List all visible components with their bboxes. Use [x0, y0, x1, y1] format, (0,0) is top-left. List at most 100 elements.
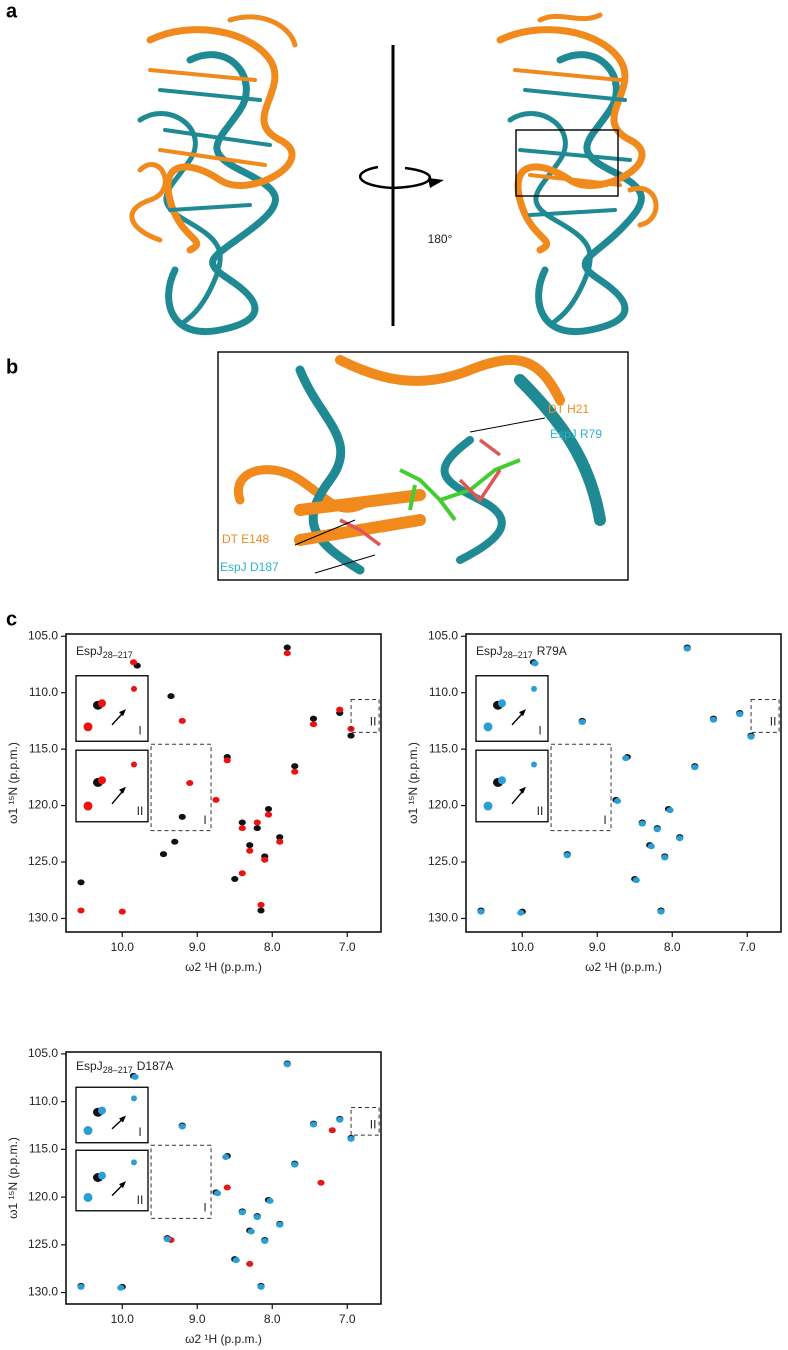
- peak: [347, 1135, 355, 1142]
- y-tick-label: 130.0: [28, 1285, 58, 1299]
- inset-arrowhead: [519, 709, 526, 717]
- inset-blob: [83, 722, 93, 732]
- peak: [247, 1228, 255, 1235]
- peak: [238, 819, 246, 826]
- y-tick-label: 115.0: [29, 741, 58, 755]
- protein-structure-part: [496, 26, 646, 254]
- peak: [347, 732, 355, 739]
- inset-label: I: [138, 1125, 141, 1139]
- chart-title: EspJ28–217: [76, 644, 133, 660]
- y-tick-label: 130.0: [28, 911, 58, 925]
- inset-label: I: [538, 723, 541, 737]
- peak: [129, 659, 138, 666]
- peak: [246, 1260, 254, 1267]
- peak: [257, 907, 265, 914]
- peak: [309, 721, 318, 728]
- y-tick-label: 105.0: [28, 628, 58, 642]
- panel-label: b: [6, 356, 18, 378]
- active-site-view-part: [335, 355, 565, 405]
- inset-blob: [498, 776, 506, 785]
- peak: [77, 1283, 85, 1290]
- chart-title: EspJ28–217 R79A: [476, 644, 567, 660]
- y-axis-label: ω1 ¹⁵N (p.p.m.): [6, 742, 20, 824]
- title-main: EspJ: [476, 644, 503, 658]
- peak: [309, 1121, 318, 1128]
- x-tick-label: 7.0: [739, 940, 756, 954]
- protein-structure-part: [537, 12, 659, 228]
- peak: [632, 877, 640, 884]
- peak: [647, 843, 655, 850]
- inset-arrowhead: [119, 1181, 126, 1189]
- inset-label: II: [137, 804, 144, 818]
- peak: [276, 834, 284, 841]
- peak: [264, 805, 273, 812]
- active-site-view-part: [294, 519, 356, 546]
- peak: [283, 1061, 291, 1068]
- inset-blob: [131, 761, 137, 768]
- peak: [328, 1127, 336, 1134]
- y-tick-label: 120.0: [428, 798, 458, 812]
- protein-structure-part: [428, 178, 444, 188]
- inset: [75, 675, 149, 742]
- x-tick-label: 7.0: [339, 940, 356, 954]
- y-tick-label: 105.0: [28, 1046, 58, 1060]
- peak: [131, 1073, 139, 1080]
- y-tick-label: 125.0: [28, 1237, 58, 1251]
- peak: [238, 870, 246, 877]
- peak: [736, 711, 744, 718]
- peak: [291, 763, 299, 770]
- y-tick-label: 120.0: [28, 1189, 58, 1203]
- peak: [212, 796, 220, 803]
- peak: [336, 706, 344, 713]
- x-tick-label: 8.0: [264, 940, 281, 954]
- y-tick-label: 110.0: [429, 685, 458, 699]
- region-label: II: [370, 1117, 377, 1131]
- y-tick-label: 125.0: [428, 854, 458, 868]
- protein-structure-part: [158, 88, 272, 212]
- inset-arrowhead: [519, 786, 526, 794]
- inset-blob: [98, 699, 106, 708]
- y-tick-label: 110.0: [29, 685, 58, 699]
- peak: [336, 1116, 344, 1123]
- peak: [231, 875, 239, 882]
- peak: [159, 851, 168, 858]
- peak: [563, 852, 571, 859]
- inset-arrowhead: [119, 709, 126, 717]
- active-site-view-part: [217, 351, 629, 581]
- protein-structure-part: [507, 111, 593, 333]
- active-site-view-part: [514, 374, 606, 526]
- y-tick-label: 130.0: [428, 911, 458, 925]
- protein-structure-part: [165, 51, 279, 335]
- inset-label: I: [138, 723, 141, 737]
- protein-structure-part: [137, 111, 223, 333]
- inset-blob: [531, 761, 537, 768]
- peak: [578, 719, 586, 726]
- x-tick-label: 7.0: [339, 1312, 356, 1326]
- inset-blob: [483, 722, 493, 732]
- peak: [317, 1179, 325, 1186]
- peak: [246, 842, 254, 849]
- residue-label: EspJ D187: [220, 560, 279, 574]
- inset-blob: [131, 685, 137, 692]
- inset-arrowhead: [119, 786, 126, 794]
- y-tick-label: 110.0: [29, 1094, 58, 1108]
- x-tick-label: 9.0: [589, 940, 606, 954]
- peak: [622, 755, 630, 762]
- peak: [118, 908, 126, 915]
- residue-label: EspJ R79: [550, 427, 602, 441]
- peak: [257, 901, 265, 908]
- peak: [477, 908, 485, 915]
- peak: [683, 645, 691, 652]
- region-label: II: [370, 715, 377, 729]
- x-axis-label: ω2 ¹H (p.p.m.): [185, 960, 262, 974]
- inset-blob: [83, 1126, 93, 1136]
- nmr-spectrum: 105.0 110.0 115.0 120.0 125.0 130.0 10.0 9.0 8.0…: [6, 628, 382, 974]
- title-subscript: 28–217: [103, 650, 133, 660]
- peak: [253, 825, 261, 832]
- peak: [653, 826, 661, 833]
- x-tick-label: 9.0: [189, 1312, 206, 1326]
- peak: [223, 1184, 231, 1191]
- peak: [186, 780, 194, 786]
- peak: [222, 1154, 230, 1160]
